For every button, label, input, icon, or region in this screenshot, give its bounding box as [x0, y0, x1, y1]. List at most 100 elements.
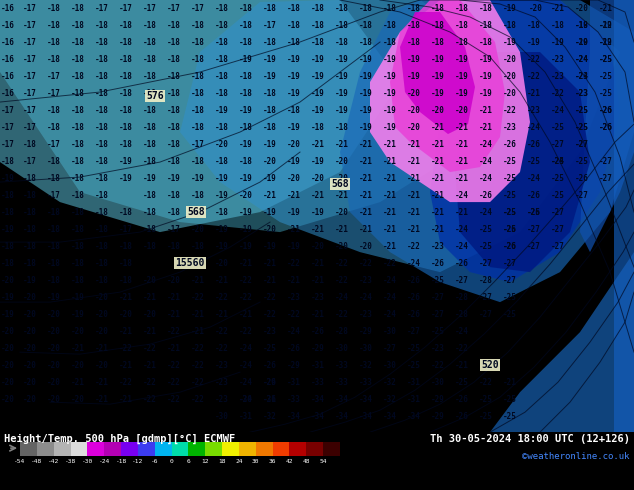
- Text: -20: -20: [503, 72, 517, 80]
- Text: -22: -22: [239, 275, 253, 285]
- Text: -30: -30: [431, 378, 445, 387]
- Text: -17: -17: [263, 21, 277, 29]
- Text: -18: -18: [23, 191, 37, 199]
- Text: -18: -18: [215, 54, 229, 64]
- Text: -18: -18: [95, 208, 109, 217]
- Bar: [222, 442, 239, 456]
- Text: -21: -21: [335, 140, 349, 148]
- Text: -23: -23: [551, 54, 565, 64]
- Text: -17: -17: [191, 3, 205, 13]
- Text: -18: -18: [287, 21, 301, 29]
- Text: -21: -21: [383, 157, 397, 166]
- Text: -22: -22: [551, 89, 565, 98]
- Text: -22: -22: [335, 310, 349, 318]
- Text: -18: -18: [311, 21, 325, 29]
- Text: -18: -18: [95, 38, 109, 47]
- Text: -18: -18: [95, 191, 109, 199]
- Text: Th 30-05-2024 18:00 UTC (12+126): Th 30-05-2024 18:00 UTC (12+126): [430, 434, 630, 444]
- Text: -19: -19: [479, 54, 493, 64]
- Text: -18: -18: [47, 3, 61, 13]
- Polygon shape: [490, 252, 634, 432]
- Text: -18: -18: [71, 224, 85, 234]
- Text: -22: -22: [263, 310, 277, 318]
- Text: -24: -24: [527, 173, 541, 183]
- Text: ©weatheronline.co.uk: ©weatheronline.co.uk: [522, 452, 630, 461]
- Text: -23: -23: [215, 394, 229, 404]
- Text: -26: -26: [503, 242, 517, 250]
- Text: -21: -21: [431, 122, 445, 131]
- Text: -22: -22: [167, 327, 181, 336]
- Text: -18: -18: [143, 242, 157, 250]
- Text: -23: -23: [575, 89, 589, 98]
- Text: -19: -19: [239, 242, 253, 250]
- Text: -17: -17: [47, 140, 61, 148]
- Text: -34: -34: [287, 412, 301, 421]
- Text: -26: -26: [479, 191, 493, 199]
- Text: -30: -30: [383, 361, 397, 369]
- Text: -20: -20: [47, 327, 61, 336]
- Text: -18: -18: [143, 38, 157, 47]
- Text: 30: 30: [252, 459, 259, 464]
- Text: -20: -20: [1, 343, 15, 353]
- Text: -27: -27: [383, 343, 397, 353]
- Text: -19: -19: [239, 224, 253, 234]
- Text: -18: -18: [191, 157, 205, 166]
- Text: -18: -18: [71, 259, 85, 268]
- Text: -18: -18: [215, 208, 229, 217]
- Text: -19: -19: [23, 275, 37, 285]
- Bar: [172, 442, 188, 456]
- Text: -27: -27: [575, 191, 589, 199]
- Text: -18: -18: [143, 72, 157, 80]
- Text: -21: -21: [479, 105, 493, 115]
- Text: -18: -18: [383, 21, 397, 29]
- Text: -17: -17: [23, 38, 37, 47]
- Text: -29: -29: [311, 343, 325, 353]
- Text: -22: -22: [119, 378, 133, 387]
- Text: -18: -18: [167, 105, 181, 115]
- Text: -25: -25: [431, 275, 445, 285]
- Text: -21: -21: [431, 224, 445, 234]
- Text: 15560: 15560: [176, 258, 205, 268]
- Text: -19: -19: [1, 224, 15, 234]
- Text: -20: -20: [71, 327, 85, 336]
- Text: -21: -21: [599, 3, 613, 13]
- Text: -25: -25: [503, 293, 517, 302]
- Text: -19: -19: [431, 72, 445, 80]
- Text: -18: -18: [359, 38, 373, 47]
- Text: -20: -20: [143, 310, 157, 318]
- Text: -26: -26: [407, 310, 421, 318]
- Text: -20: -20: [47, 361, 61, 369]
- Text: -18: -18: [191, 89, 205, 98]
- Text: -22: -22: [455, 343, 469, 353]
- Text: -27: -27: [479, 310, 493, 318]
- Text: -21: -21: [167, 310, 181, 318]
- Text: -18: -18: [119, 38, 133, 47]
- Text: -21: -21: [191, 327, 205, 336]
- Text: -18: -18: [119, 21, 133, 29]
- Text: -17: -17: [23, 122, 37, 131]
- Text: -18: -18: [71, 173, 85, 183]
- Text: -20: -20: [47, 394, 61, 404]
- Text: -27: -27: [551, 224, 565, 234]
- Text: -22: -22: [191, 394, 205, 404]
- Text: -18: -18: [479, 21, 493, 29]
- Text: -21: -21: [143, 361, 157, 369]
- Text: -18: -18: [215, 21, 229, 29]
- Bar: [54, 442, 70, 456]
- Text: -19: -19: [287, 157, 301, 166]
- Text: -19: -19: [191, 173, 205, 183]
- Text: -18: -18: [167, 21, 181, 29]
- Text: -17: -17: [1, 122, 15, 131]
- Text: -25: -25: [527, 208, 541, 217]
- Text: -21: -21: [215, 275, 229, 285]
- Text: -16: -16: [1, 21, 15, 29]
- Text: -22: -22: [359, 259, 373, 268]
- Text: -25: -25: [503, 191, 517, 199]
- Text: -29: -29: [287, 361, 301, 369]
- Text: -23: -23: [431, 343, 445, 353]
- Text: -32: -32: [359, 361, 373, 369]
- Text: -18: -18: [191, 72, 205, 80]
- Text: -21: -21: [335, 191, 349, 199]
- Text: -19: -19: [407, 54, 421, 64]
- Text: -24: -24: [383, 310, 397, 318]
